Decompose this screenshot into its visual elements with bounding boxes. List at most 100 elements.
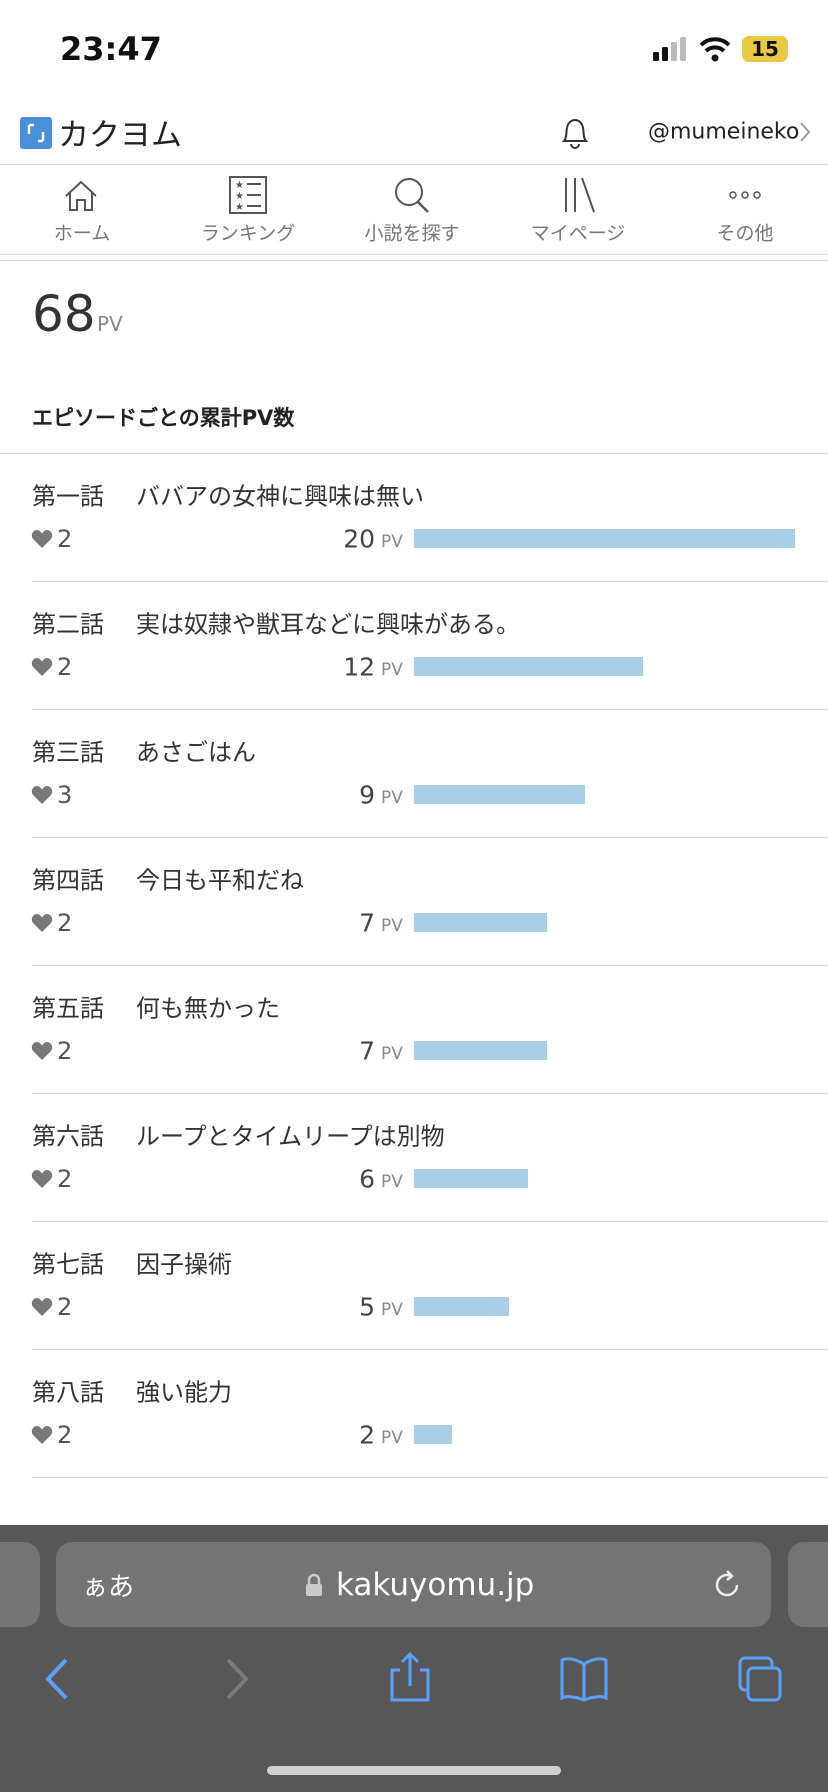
heart-graphic: [31, 1170, 53, 1188]
episode-number[interactable]: 第三話: [32, 738, 104, 767]
user-name[interactable]: @mumeineko: [648, 119, 800, 145]
episode-number[interactable]: 第六話: [32, 1122, 104, 1151]
nav-icon[interactable]: [558, 176, 598, 214]
episode-title[interactable]: 強い能力: [136, 1378, 232, 1407]
home-indicator: [267, 1766, 561, 1775]
pv-unit: PV: [381, 1300, 403, 1320]
nav-icon-graphic: [395, 178, 429, 213]
heart-icon: [31, 1169, 53, 1189]
heart-count: 2: [57, 525, 73, 553]
battery: 15: [742, 36, 788, 62]
svg-text:★: ★: [235, 202, 244, 213]
heart-icon: [31, 657, 53, 677]
total-pv: 68: [32, 285, 96, 343]
episode-number[interactable]: 第七話: [32, 1250, 104, 1279]
episode-number[interactable]: 第二話: [32, 610, 104, 639]
pv-count: 2: [359, 1420, 375, 1450]
tabs-button[interactable]: [738, 1656, 782, 1702]
episode-title[interactable]: 何も無かった: [136, 994, 280, 1023]
pv-count: 20: [343, 524, 375, 554]
pv-count: 12: [343, 652, 375, 682]
pv-unit: PV: [381, 1172, 403, 1192]
heart-count: 2: [57, 1293, 73, 1321]
pv-bar: [414, 1297, 510, 1316]
divider: [32, 1477, 828, 1478]
nav-label[interactable]: ホーム: [53, 222, 111, 245]
divider: [32, 1221, 828, 1222]
divider: [0, 260, 828, 261]
divider: [0, 453, 828, 454]
pv-count: 9: [359, 780, 375, 810]
episode-number[interactable]: 第八話: [32, 1378, 104, 1407]
heart-graphic: [31, 658, 53, 676]
total-pv-unit: PV: [97, 312, 123, 336]
nav-icon[interactable]: [392, 176, 432, 214]
logo-text[interactable]: カクヨム: [58, 117, 182, 154]
pv-count: 7: [359, 908, 375, 938]
divider: [32, 709, 828, 710]
forward-button[interactable]: [226, 1658, 249, 1700]
tab-peek[interactable]: [788, 1542, 828, 1627]
heart-count: 2: [57, 909, 73, 937]
heart-icon: [31, 1297, 53, 1317]
pv-bar: [414, 913, 548, 932]
bookmarks-button[interactable]: [560, 1657, 608, 1702]
heart-count: 2: [57, 1421, 73, 1449]
nav-icon-graphic: [65, 180, 97, 211]
heart-count: 2: [57, 1165, 73, 1193]
pv-unit: PV: [381, 916, 403, 936]
divider: [32, 1349, 828, 1350]
heart-count: 2: [57, 1037, 73, 1065]
nav-icon[interactable]: [62, 176, 102, 214]
browser-nav-icons: [45, 1651, 782, 1702]
share-button[interactable]: [390, 1651, 430, 1702]
signal-icon: [653, 37, 686, 61]
reload-icon[interactable]: [710, 1568, 744, 1602]
episode-number[interactable]: 第四話: [32, 866, 104, 895]
url[interactable]: kakuyomu.jp: [336, 1567, 535, 1603]
pv-bar: [414, 1169, 529, 1188]
pv-unit: PV: [381, 532, 403, 552]
divider: [32, 581, 828, 582]
nav-label[interactable]: その他: [716, 222, 774, 245]
episode-number[interactable]: 第一話: [32, 482, 104, 511]
nav-label[interactable]: 小説を探す: [364, 222, 460, 245]
episode-title[interactable]: ババアの女神に興味は無い: [136, 482, 424, 511]
episode-title[interactable]: ループとタイムリープは別物: [136, 1122, 445, 1151]
logo-icon[interactable]: [20, 117, 52, 149]
nav-icon-graphic: [565, 177, 595, 213]
heart-graphic: [31, 1298, 53, 1316]
episode-title[interactable]: 実は奴隷や獣耳などに興味がある。: [136, 610, 520, 639]
nav-icon[interactable]: [725, 176, 765, 214]
back-button[interactable]: [45, 1658, 68, 1700]
heart-icon: [31, 913, 53, 933]
episode-number[interactable]: 第五話: [32, 994, 104, 1023]
pv-bar: [414, 1041, 548, 1060]
episode-title[interactable]: あさごはん: [136, 738, 256, 767]
heart-icon: [31, 785, 53, 805]
heart-icon: [31, 1425, 53, 1445]
divider: [32, 1093, 828, 1094]
nav-icon[interactable]: ★ ★ ★: [228, 176, 268, 214]
tab-peek[interactable]: [0, 1542, 40, 1627]
wifi-icon: [699, 37, 731, 62]
episode-title[interactable]: 今日も平和だね: [136, 866, 304, 895]
text-size-button[interactable]: ぁあ: [82, 1572, 135, 1603]
heart-graphic: [31, 1426, 53, 1444]
nav-label[interactable]: マイページ: [530, 222, 626, 245]
nav-icon-graphic: ★★★: [229, 176, 267, 214]
heart-graphic: [31, 914, 53, 932]
pv-unit: PV: [381, 788, 403, 808]
heart-graphic: [31, 786, 53, 804]
lock-icon: [306, 1573, 322, 1596]
divider: [32, 965, 828, 966]
episode-title[interactable]: 因子操術: [136, 1250, 232, 1279]
nav-label[interactable]: ランキング: [200, 222, 296, 245]
divider: [32, 837, 828, 838]
pv-bar: [414, 1425, 453, 1444]
pv-count: 7: [359, 1036, 375, 1066]
pv-count: 6: [359, 1164, 375, 1194]
bell-icon[interactable]: [558, 114, 592, 150]
address-bar[interactable]: [56, 1542, 771, 1627]
pv-bar: [414, 657, 643, 676]
